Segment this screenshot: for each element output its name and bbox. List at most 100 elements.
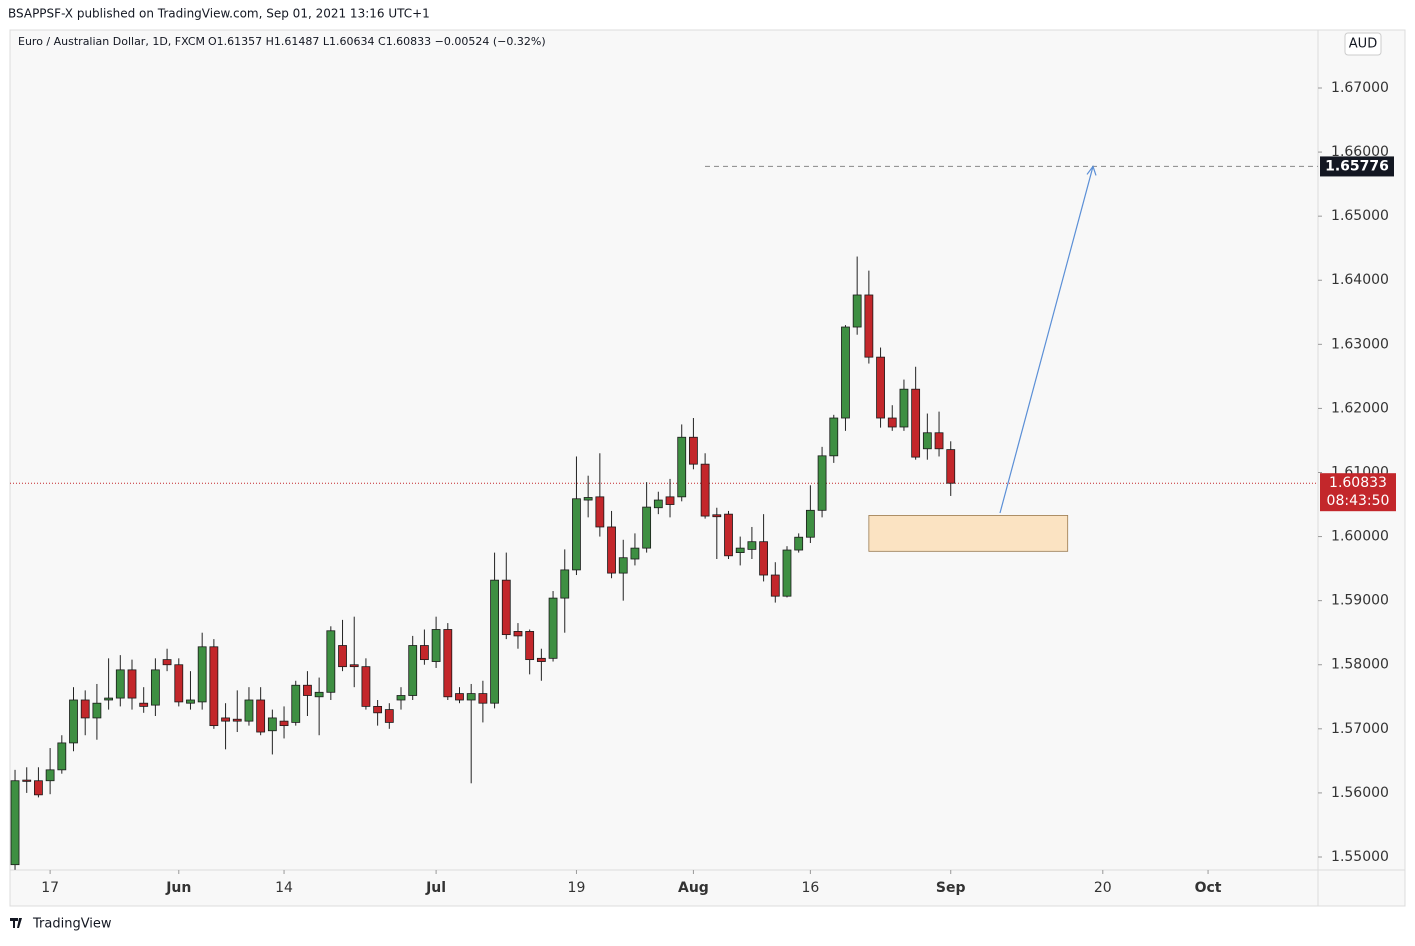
candle-body xyxy=(630,547,640,560)
x-tick-label: Jun xyxy=(165,880,191,896)
candle-body xyxy=(864,294,874,358)
candle-body xyxy=(700,463,710,517)
candle-body xyxy=(162,659,172,666)
candle-body xyxy=(69,699,78,744)
countdown: 08:43:50 xyxy=(1327,493,1390,509)
candle-body xyxy=(911,388,921,458)
candle-body xyxy=(876,356,885,419)
candle-body xyxy=(373,705,383,714)
candle-body xyxy=(115,669,125,699)
candle-body xyxy=(536,657,546,662)
y-tick-label: 1.57000 xyxy=(1331,721,1389,737)
candle-body xyxy=(829,417,839,457)
candle-body xyxy=(80,699,90,719)
x-tick-label: 17 xyxy=(41,880,59,896)
candle-body xyxy=(349,664,359,668)
candle-body xyxy=(595,496,605,528)
candle-body xyxy=(712,514,722,518)
x-tick-label: 20 xyxy=(1094,880,1112,896)
y-tick-label: 1.62000 xyxy=(1331,400,1389,416)
candle-body xyxy=(618,557,628,574)
symbol-title: Euro / Australian Dollar, 1D, FXCM xyxy=(18,35,205,48)
ohlc-summary: O1.61357 H1.61487 L1.60634 C1.60833 −0.0… xyxy=(208,35,546,48)
last-price-label: 1.60833 xyxy=(1329,475,1387,491)
candle-body xyxy=(525,631,535,661)
candle-body xyxy=(735,547,745,553)
candle-body xyxy=(92,702,102,719)
candle-body xyxy=(478,693,488,704)
arrow xyxy=(999,166,1094,514)
candle-body xyxy=(455,693,464,701)
candle-body xyxy=(267,717,277,732)
candle-body xyxy=(232,718,242,722)
candle-body xyxy=(852,294,862,328)
candle-body xyxy=(653,499,663,509)
candle-body xyxy=(934,432,944,450)
candle-body xyxy=(501,579,511,636)
candle-body xyxy=(490,579,499,704)
candle-body xyxy=(724,513,733,557)
axes: 1.55000 1.56000 1.57000 1.58000 1.59000 1.600… xyxy=(41,80,1389,896)
candle-body xyxy=(677,436,687,498)
x-tick-label: 14 xyxy=(275,880,293,896)
currency-badge[interactable] xyxy=(1344,32,1382,56)
candle-body xyxy=(431,629,441,662)
y-tick-label: 1.64000 xyxy=(1331,272,1389,288)
candle-body xyxy=(150,669,160,706)
tv-logo xyxy=(10,918,22,928)
x-tick-label: Sep xyxy=(936,880,966,896)
candle-body xyxy=(291,684,301,723)
candle-body xyxy=(279,720,289,727)
candle-body xyxy=(583,497,593,501)
y-tick-label: 1.55000 xyxy=(1331,849,1389,865)
candle-body xyxy=(747,541,757,550)
candle-body xyxy=(22,779,32,782)
candle-body xyxy=(57,742,67,771)
candle-body xyxy=(572,498,581,571)
candle-body xyxy=(946,449,956,484)
candle-body xyxy=(642,506,652,549)
y-tick-label: 1.65000 xyxy=(1331,208,1389,224)
last-price-bg xyxy=(1320,473,1396,512)
candle-body xyxy=(841,326,850,419)
x-tick-label: Jul xyxy=(425,880,446,896)
candle-body xyxy=(408,645,418,696)
candle-body xyxy=(139,702,149,707)
candle-body xyxy=(361,666,371,707)
candle-body xyxy=(899,388,909,428)
candle-body xyxy=(209,646,219,727)
footer-brand: TradingView xyxy=(32,917,112,932)
candles xyxy=(10,256,956,870)
candle-body xyxy=(759,541,768,576)
candle-body xyxy=(396,695,406,701)
candle-body xyxy=(197,646,207,703)
x-tick-label: 16 xyxy=(801,880,819,896)
target-label: 1.65776 xyxy=(1325,158,1389,174)
candle-body xyxy=(34,780,43,796)
y-tick-label: 1.60000 xyxy=(1331,529,1389,545)
y-tick-label: 1.63000 xyxy=(1331,336,1389,352)
candle-body xyxy=(887,417,897,428)
candle-body xyxy=(922,432,932,450)
candle-body xyxy=(794,536,804,551)
candle-body xyxy=(303,684,312,696)
y-tick-label: 1.67000 xyxy=(1331,80,1389,96)
y-tick-label: 1.56000 xyxy=(1331,785,1389,801)
candle-body xyxy=(466,693,476,701)
candle-body xyxy=(127,669,137,699)
candle-body xyxy=(244,699,254,722)
zone xyxy=(868,515,1069,552)
candle-body xyxy=(817,455,827,511)
candle-body xyxy=(338,645,347,668)
candle-body xyxy=(256,699,266,733)
y-tick-label: 1.58000 xyxy=(1331,657,1389,673)
x-tick-label: 19 xyxy=(568,880,586,896)
x-tick-label: Oct xyxy=(1195,880,1222,896)
candle-body xyxy=(221,717,230,722)
candle-body xyxy=(326,630,336,693)
currency-label[interactable]: AUD xyxy=(1349,37,1377,52)
candle-body xyxy=(805,509,815,538)
candle-body xyxy=(384,709,394,723)
candle-body xyxy=(10,780,20,866)
candle-body xyxy=(513,631,523,637)
